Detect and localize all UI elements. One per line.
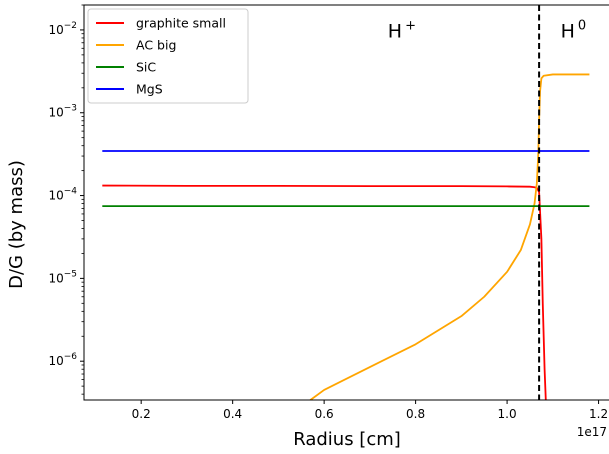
- plot-frame: [83, 4, 609, 401]
- legend-label-sic: SiC: [136, 60, 156, 75]
- legend-box: [87, 8, 249, 104]
- x-axis-offset-label: 1e17: [577, 425, 607, 439]
- y-tick-label: 10−2: [48, 21, 77, 37]
- series-line-ac-big: [308, 73, 590, 400]
- legend-label-mgs: MgS: [136, 82, 163, 97]
- y-tick-label: 10−3: [48, 104, 77, 120]
- y-axis: 10−6 10−5 10−4 10−3 10−2: [48, 4, 84, 395]
- y-axis-label: D/G (by mass): [6, 160, 27, 289]
- x-tick-label: 0.8: [406, 407, 425, 421]
- x-axis-label: Radius [cm]: [293, 429, 401, 450]
- y-tick-label: 10−4: [48, 187, 77, 203]
- series-layer: [102, 73, 590, 400]
- series-line-graphite-small: [102, 184, 547, 400]
- legend-label-graphite-small: graphite small: [136, 16, 226, 31]
- overlay-layer: H + H 0: [388, 5, 586, 400]
- x-axis: 0.2 0.4 0.6 0.8 1.0 1.2: [132, 400, 608, 421]
- x-tick-label: 0.4: [223, 407, 242, 421]
- x-tick-label: 1.2: [589, 407, 608, 421]
- region-label-h-plus: H +: [388, 19, 416, 43]
- legend: graphite small AC big SiC MgS: [87, 8, 249, 104]
- x-tick-label: 0.2: [132, 407, 151, 421]
- x-tick-label: 0.6: [315, 407, 334, 421]
- y-tick-label: 10−6: [48, 352, 77, 368]
- legend-label-ac-big: AC big: [136, 38, 176, 53]
- y-tick-label: 10−5: [48, 269, 77, 285]
- x-tick-label: 1.0: [498, 407, 517, 421]
